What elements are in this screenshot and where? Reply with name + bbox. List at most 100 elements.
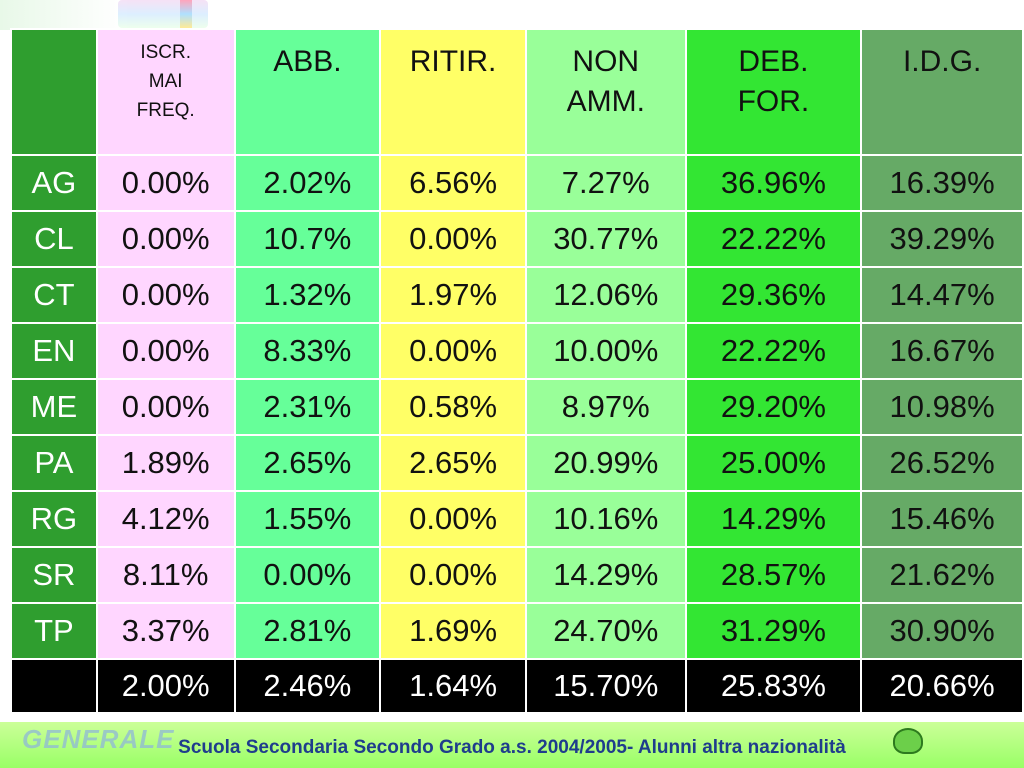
table-cell: 10.16% [524, 490, 687, 548]
table-cell: 3.37% [95, 602, 236, 660]
row-label: EN [10, 322, 98, 380]
table-row: CT 0.00% 1.32% 1.97% 12.06% 29.36% 14.47… [10, 266, 1024, 324]
table-cell: 1.55% [233, 490, 382, 548]
header-row: ISCR. MAI FREQ. ABB. RITIR. NON AMM. DEB… [10, 28, 1024, 156]
table-cell: 10.98% [860, 378, 1024, 436]
table-cell: 1.69% [379, 602, 527, 660]
row-label: TP [10, 602, 98, 660]
table-cell: 0.00% [379, 490, 527, 548]
table-cell: 14.29% [684, 490, 863, 548]
table-cell: 1.32% [233, 266, 382, 324]
table-cell: 29.36% [684, 266, 863, 324]
total-cell: 2.46% [233, 658, 382, 714]
table-row: SR 8.11% 0.00% 0.00% 14.29% 28.57% 21.62… [10, 546, 1024, 604]
table-cell: 14.29% [524, 546, 687, 604]
header-text: ISCR. [140, 42, 191, 63]
table-cell: 30.77% [524, 210, 687, 268]
footer-banner [0, 722, 1024, 768]
table-cell: 0.00% [95, 154, 236, 212]
table-cell: 1.89% [95, 434, 236, 492]
table-cell: 14.47% [860, 266, 1024, 324]
table-cell: 30.90% [860, 602, 1024, 660]
table-cell: 8.33% [233, 322, 382, 380]
table-cell: 0.00% [95, 378, 236, 436]
row-label: AG [10, 154, 98, 212]
header-idg: I.D.G. [860, 28, 1024, 156]
header-text: AMM. [566, 85, 645, 118]
table-row: CL 0.00% 10.7% 0.00% 30.77% 22.22% 39.29… [10, 210, 1024, 268]
total-cell: 15.70% [524, 658, 687, 714]
header-text: FREQ. [136, 100, 195, 121]
table-cell: 0.00% [379, 210, 527, 268]
header-iscr-mai-freq: ISCR. MAI FREQ. [95, 28, 236, 156]
total-cell: 1.64% [379, 658, 527, 714]
table-cell: 29.20% [684, 378, 863, 436]
table-cell: 0.00% [95, 210, 236, 268]
table-cell: 10.7% [233, 210, 382, 268]
header-text: RITIR. [409, 45, 497, 78]
footer-caption: Scuola Secondaria Secondo Grado a.s. 200… [178, 737, 846, 758]
table-cell: 1.97% [379, 266, 527, 324]
table-row: TP 3.37% 2.81% 1.69% 24.70% 31.29% 30.90… [10, 602, 1024, 660]
table-cell: 8.97% [524, 378, 687, 436]
footer-logo: GENERALE [22, 724, 175, 754]
table-cell: 28.57% [684, 546, 863, 604]
header-non-amm: NON AMM. [524, 28, 687, 156]
total-cell: 20.66% [860, 658, 1024, 714]
total-cell: 2.00% [95, 658, 236, 714]
row-label: CL [10, 210, 98, 268]
header-corner-cell [10, 28, 98, 156]
table-cell: 36.96% [684, 154, 863, 212]
row-label: CT [10, 266, 98, 324]
header-text: FOR. [737, 85, 810, 118]
statistics-table: ISCR. MAI FREQ. ABB. RITIR. NON AMM. DEB… [10, 28, 1024, 714]
table-cell: 20.99% [524, 434, 687, 492]
table-cell: 2.65% [379, 434, 527, 492]
table-cell: 0.58% [379, 378, 527, 436]
header-deb-for: DEB. FOR. [684, 28, 863, 156]
table-cell: 7.27% [524, 154, 687, 212]
total-cell: 25.83% [684, 658, 863, 714]
table-cell: 25.00% [684, 434, 863, 492]
header-text: MAI [148, 71, 183, 92]
table-cell: 2.31% [233, 378, 382, 436]
table-cell: 8.11% [95, 546, 236, 604]
row-label: PA [10, 434, 98, 492]
table-row: EN 0.00% 8.33% 0.00% 10.00% 22.22% 16.67… [10, 322, 1024, 380]
table-cell: 2.81% [233, 602, 382, 660]
frog-mascot-icon [893, 728, 923, 754]
header-ritir: RITIR. [379, 28, 527, 156]
header-text: NON [572, 45, 640, 78]
table-cell: 6.56% [379, 154, 527, 212]
table-cell: 0.00% [95, 322, 236, 380]
table-cell: 0.00% [379, 546, 527, 604]
table-cell: 2.02% [233, 154, 382, 212]
table-row: RG 4.12% 1.55% 0.00% 10.16% 14.29% 15.46… [10, 490, 1024, 548]
table-cell: 15.46% [860, 490, 1024, 548]
top-logo-image [118, 0, 208, 28]
header-text: I.D.G. [902, 45, 982, 78]
table-cell: 0.00% [379, 322, 527, 380]
table-cell: 2.65% [233, 434, 382, 492]
table-row: ME 0.00% 2.31% 0.58% 8.97% 29.20% 10.98% [10, 378, 1024, 436]
table-cell: 31.29% [684, 602, 863, 660]
table-cell: 10.00% [524, 322, 687, 380]
row-label: SR [10, 546, 98, 604]
table-cell: 24.70% [524, 602, 687, 660]
table-cell: 0.00% [95, 266, 236, 324]
table-cell: 39.29% [860, 210, 1024, 268]
row-label: ME [10, 378, 98, 436]
table-cell: 16.67% [860, 322, 1024, 380]
header-text: DEB. [738, 45, 809, 78]
table-cell: 21.62% [860, 546, 1024, 604]
table-cell: 0.00% [233, 546, 382, 604]
table-cell: 22.22% [684, 210, 863, 268]
table-cell: 16.39% [860, 154, 1024, 212]
totals-row: 2.00% 2.46% 1.64% 15.70% 25.83% 20.66% [10, 658, 1024, 714]
row-label: RG [10, 490, 98, 548]
table-row: AG 0.00% 2.02% 6.56% 7.27% 36.96% 16.39% [10, 154, 1024, 212]
header-text: ABB. [273, 45, 342, 78]
table-cell: 22.22% [684, 322, 863, 380]
table-row: PA 1.89% 2.65% 2.65% 20.99% 25.00% 26.52… [10, 434, 1024, 492]
totals-corner-cell [10, 658, 98, 714]
